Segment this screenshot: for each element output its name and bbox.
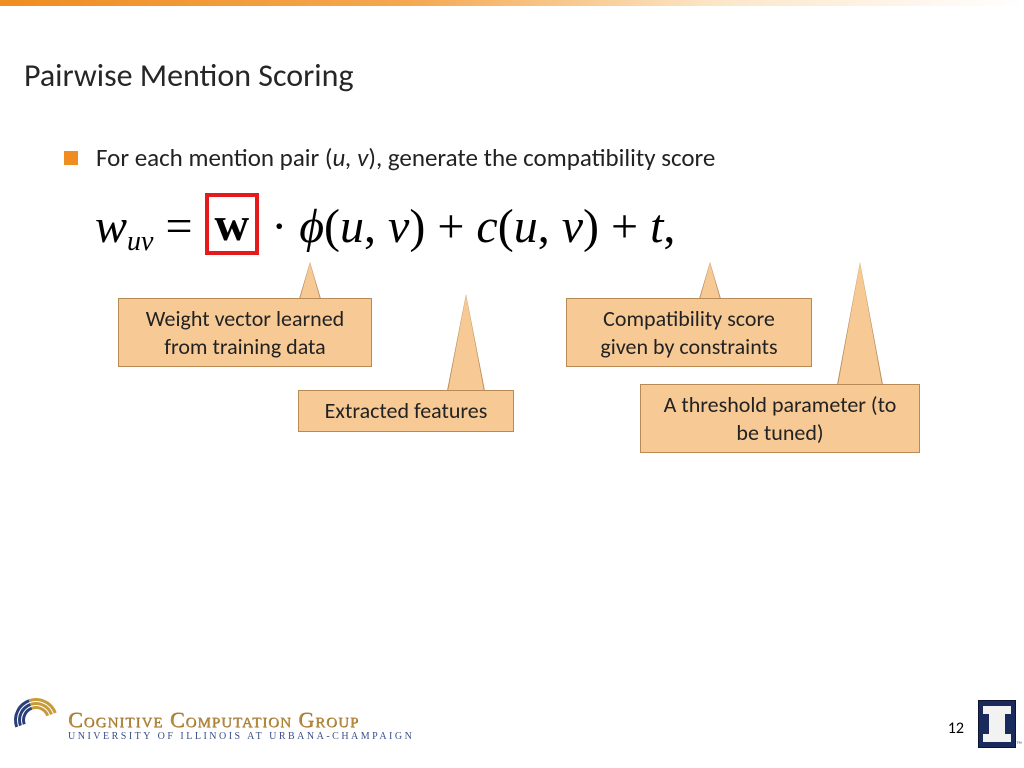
- callout-pointer: [300, 263, 320, 299]
- footer-logo: Cognitive Computation Group University o…: [14, 698, 414, 742]
- trademark-symbol: ™: [1016, 740, 1022, 750]
- logo-sub-text: University of Illinois at Urbana-Champai…: [68, 731, 414, 742]
- logo-main-text: Cognitive Computation Group: [68, 709, 414, 731]
- callout-extracted-features: Extracted features: [298, 390, 514, 432]
- slide-title: Pairwise Mention Scoring: [24, 56, 354, 95]
- highlighted-term: w: [205, 193, 260, 255]
- logo-text: Cognitive Computation Group University o…: [68, 709, 414, 742]
- block-i-icon: [989, 706, 1005, 742]
- callout-constraints: Compatibility score given by constraints: [566, 298, 812, 367]
- swoosh-icon: [14, 698, 64, 742]
- callout-pointer: [700, 263, 720, 299]
- bullet-item: For each mention pair (u, v), generate t…: [64, 142, 715, 173]
- bullet-marker: [64, 151, 78, 165]
- callout-threshold: A threshold parameter (to be tuned): [640, 384, 920, 453]
- callout-weight-vector: Weight vector learned from training data: [118, 298, 372, 367]
- accent-bar: [0, 0, 1024, 36]
- callout-pointer: [448, 295, 484, 391]
- callout-pointer: [838, 263, 882, 385]
- page-number: 12: [948, 719, 964, 738]
- bullet-text: For each mention pair (u, v), generate t…: [96, 142, 715, 173]
- formula: wuv = w · ϕ(u, v) + c(u, v) + t,: [95, 195, 675, 258]
- illinois-logo: [978, 700, 1016, 748]
